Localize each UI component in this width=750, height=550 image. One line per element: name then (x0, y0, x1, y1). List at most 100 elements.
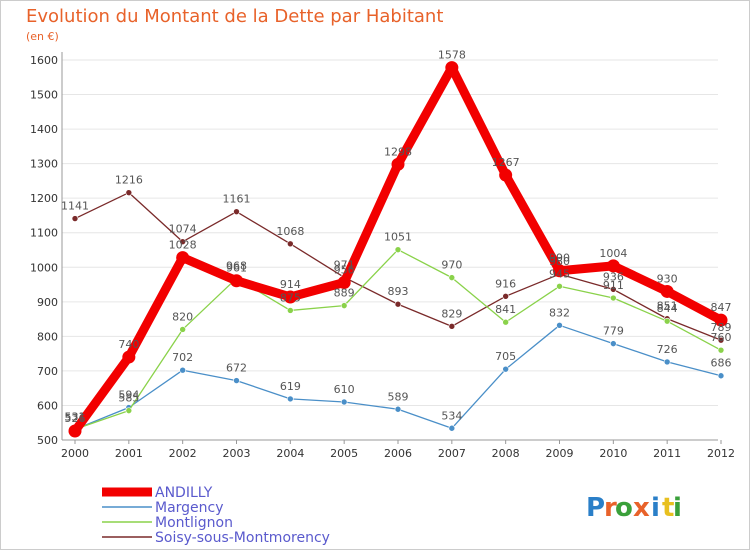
x-tick-label: 2001 (115, 447, 143, 460)
x-tick-label: 2012 (707, 447, 735, 460)
data-label: 970 (441, 259, 462, 272)
data-label: 672 (226, 362, 247, 375)
data-point (337, 275, 351, 289)
data-label: 594 (118, 389, 139, 402)
data-point (448, 424, 456, 432)
data-point (394, 246, 402, 253)
y-tick-label: 1000 (30, 261, 58, 274)
proxiti-logo: Pro x i ti (586, 493, 682, 523)
y-tick-label: 1600 (30, 54, 58, 67)
logo-letter: r (604, 493, 617, 523)
data-label: 740 (118, 338, 139, 351)
data-label: 945 (549, 267, 570, 280)
data-label: 847 (711, 301, 732, 314)
y-tick-label: 1500 (30, 89, 58, 102)
x-tick-label: 2010 (599, 447, 627, 460)
x-tick-label: 2006 (384, 447, 412, 460)
y-tick-label: 1300 (30, 158, 58, 171)
x-tick-label: 2004 (276, 447, 304, 460)
logo-letter: o (615, 493, 633, 523)
data-point (556, 322, 563, 329)
data-label: 1267 (492, 156, 520, 169)
y-tick-label: 600 (37, 399, 58, 412)
y-tick-label: 1100 (30, 227, 58, 240)
data-label: 820 (172, 310, 193, 323)
data-point (714, 313, 728, 327)
data-point (663, 317, 671, 325)
data-point (717, 346, 725, 354)
logo-letter: i (673, 493, 682, 523)
data-point (394, 405, 402, 413)
logo-letter: P (586, 493, 605, 523)
data-point (660, 284, 674, 298)
data-label: 961 (226, 262, 247, 275)
data-label: 1578 (438, 49, 466, 62)
data-label: 779 (603, 325, 624, 338)
data-label: 789 (711, 321, 732, 334)
y-tick-label: 1400 (30, 123, 58, 136)
chart-subtitle: (en €) (26, 30, 59, 43)
x-tick-label: 2007 (438, 447, 466, 460)
y-tick-label: 800 (37, 330, 58, 343)
x-tick-label: 2008 (492, 447, 520, 460)
data-point (448, 323, 456, 330)
data-label: 1028 (169, 239, 197, 252)
data-label: 829 (441, 307, 462, 320)
legend-label: Margency (155, 500, 224, 516)
data-labels: 1141 1216 1074 1161 1068 971 893 829 916 980 936 85… (61, 49, 732, 425)
data-label: 585 (118, 392, 139, 405)
legend-label: ANDILLY (155, 485, 213, 501)
data-point (233, 208, 240, 215)
data-point (499, 168, 513, 182)
y-tick-label: 700 (37, 365, 58, 378)
data-point (125, 407, 133, 414)
data-label: 619 (280, 380, 301, 393)
data-label: 930 (657, 272, 678, 285)
data-label: 531 (65, 410, 86, 423)
data-label: 968 (226, 259, 247, 272)
series-group (68, 61, 728, 438)
data-label: 1074 (169, 223, 197, 236)
x-tick-label: 2011 (653, 447, 681, 460)
data-point (502, 292, 509, 300)
data-label: 760 (711, 331, 732, 344)
data-label: 916 (495, 277, 516, 290)
data-label: 526 (65, 412, 86, 425)
data-point (233, 377, 240, 384)
data-point (391, 157, 405, 171)
y-tick-label: 1200 (30, 192, 58, 205)
data-point (283, 290, 297, 304)
data-point (502, 365, 509, 373)
x-tick-label: 2002 (169, 447, 197, 460)
data-point (287, 307, 294, 314)
data-point (125, 189, 133, 196)
data-point (663, 358, 671, 366)
data-point (610, 340, 617, 347)
data-point (553, 264, 566, 278)
x-tick-label: 2003 (223, 447, 251, 460)
data-label: 610 (334, 383, 355, 396)
data-point (717, 336, 725, 344)
legend-label: Montlignon (155, 515, 233, 531)
data-point (445, 61, 459, 75)
data-point (287, 240, 294, 248)
data-label: 702 (172, 351, 193, 364)
data-label: 841 (495, 303, 516, 316)
data-label: 726 (657, 343, 678, 356)
data-label: 844 (657, 302, 678, 315)
y-tick-label: 900 (37, 296, 58, 309)
data-point (340, 398, 348, 406)
data-label: 1051 (384, 231, 412, 244)
data-label: 851 (657, 300, 678, 313)
data-label: 1141 (61, 200, 89, 213)
data-point (556, 282, 563, 290)
axes: 5006007008009001000110012001300140015001… (30, 52, 735, 460)
data-label: 832 (549, 306, 570, 319)
data-point (71, 215, 79, 222)
legend-label: Soisy-sous-Montmorency (155, 530, 330, 546)
data-label: 875 (280, 291, 301, 304)
data-label: 1298 (384, 145, 412, 158)
data-label: 1004 (599, 247, 627, 260)
data-point (179, 366, 186, 374)
